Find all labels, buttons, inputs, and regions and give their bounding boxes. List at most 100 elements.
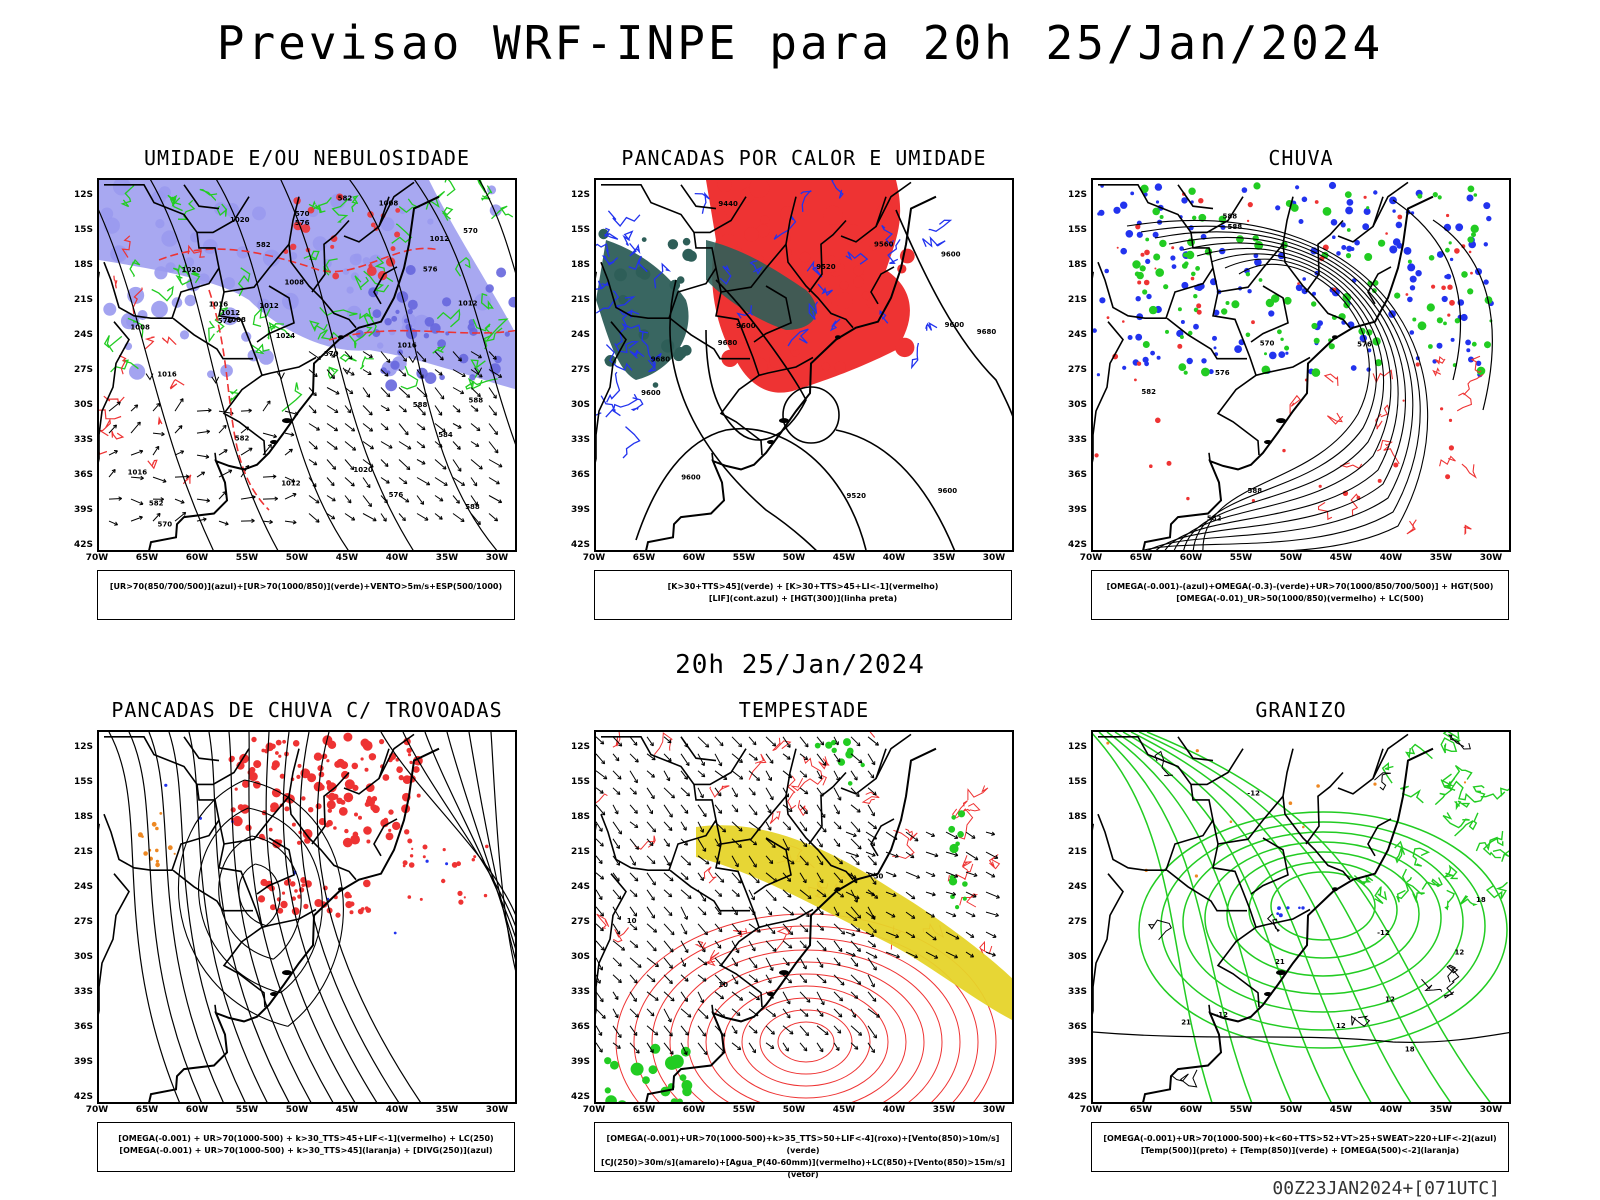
contour-value-label: 588 [1248,487,1263,495]
longitude-tick-label: 55W [1229,1105,1253,1115]
forecast-map [97,730,517,1104]
contour-value-label: 1020 [230,216,250,224]
latitude-tick-label: 33S [570,435,590,445]
latitude-tick-label: 42S [73,540,93,550]
latitude-tick-label: 39S [570,1057,590,1067]
latitude-tick-label: 30S [1067,400,1087,410]
latitude-tick-label: 15S [570,225,590,235]
longitude-tick-label: 35W [435,1105,459,1115]
longitude-tick-label: 35W [1429,553,1453,563]
latitude-tick-label: 39S [570,505,590,515]
contour-value-label: -12 [1247,789,1260,797]
latitude-tick-label: 30S [73,400,93,410]
latitude-tick-label: 27S [570,917,590,927]
longitude-tick-label: 50W [1279,1105,1303,1115]
longitude-tick-label: 40W [1379,553,1403,563]
latitude-tick-label: 36S [73,1022,93,1032]
forecast-map: 10 10 30 [594,730,1014,1104]
contour-value-label: 576 [423,266,438,274]
contour-value-label: 9600 [681,474,701,482]
panel-title: GRANIZO [1255,698,1347,722]
longitude-tick-label: 65W [135,553,159,563]
latitude-tick-label: 33S [1067,987,1087,997]
contour-value-label: 1020 [353,466,373,474]
legend-line: [K>30+TTS>45](verde) + [K>30+TTS>45+LI<-… [667,582,939,591]
panel-legend: [OMEGA(-0.001)-(azul)+OMEGA(-0.3)-(verde… [1091,570,1509,620]
contour-value-label: 582 [1207,514,1222,522]
longitude-tick-label: 55W [732,553,756,563]
latitude-tick-label: 18S [73,260,93,270]
longitude-tick-label: 35W [1429,1105,1453,1115]
legend-line: [Temp(500)](preto) + [Temp(850)](verde) … [1140,1146,1460,1155]
longitude-tick-label: 50W [285,1105,309,1115]
contour-value-label: 1008 [226,316,246,324]
contour-value-label: 18 [1476,896,1486,904]
latitude-tick-label: 12S [73,190,93,200]
contour-value-label: 570 [463,227,478,235]
latitude-tick-label: 15S [1067,225,1087,235]
map-canvas: -12 -12 -12 12 12 21 21 18 18 12 [1093,732,1509,1102]
contour-value-label: 9440 [718,200,738,208]
contour-value-label: 1008 [130,324,150,332]
panel-title: UMIDADE E/OU NEBULOSIDADE [143,146,471,170]
longitude-tick-label: 30W [982,1105,1006,1115]
contour-value-label: 1016 [209,301,229,309]
longitude-tick-label: 60W [682,1105,706,1115]
latitude-tick-label: 21S [73,295,93,305]
longitude-tick-label: 40W [882,1105,906,1115]
latitude-tick-label: 27S [73,917,93,927]
longitude-tick-label: 45W [335,553,359,563]
longitude-tick-label: 60W [1179,553,1203,563]
legend-line: [UR>70(850/700/500)](azul)+[UR>70(1000/8… [109,582,503,591]
contour-value-label: 1012 [221,309,241,317]
contour-value-label: 582 [149,500,164,508]
latitude-tick-label: 39S [1067,1057,1087,1067]
contour-value-label: 9680 [977,328,997,336]
map-canvas: 576 576 588 588 570 582 582 588 [1093,181,1494,550]
longitude-tick-label: 60W [185,1105,209,1115]
longitude-tick-label: 65W [1129,553,1153,563]
forecast-map: 9680 9680 9560 9600 9600 9520 9440 9600 9600 9520… [594,178,1014,552]
panel-legend: [K>30+TTS>45](verde) + [K>30+TTS>45+LI<-… [594,570,1012,620]
contour-value-label: 10 [718,981,728,989]
legend-line: [OMEGA(-0.001)-(azul)+OMEGA(-0.3)-(verde… [1106,582,1494,591]
longitude-tick-label: 45W [832,553,856,563]
panel-title: PANCADAS POR CALOR E UMIDADE [621,146,987,170]
contour-value-label: 582 [256,241,271,249]
longitude-tick-label: 65W [632,1105,656,1115]
longitude-tick-label: 30W [485,1105,509,1115]
contour-value-label: 588 [1228,223,1243,231]
contour-value-label: 9600 [938,487,958,495]
longitude-tick-label: 60W [682,553,706,563]
latitude-tick-label: 42S [73,1092,93,1102]
contour-value-label: 1016 [397,341,417,349]
longitude-tick-label: 70W [582,553,606,563]
latitude-tick-label: 18S [73,812,93,822]
main-title: Previsao WRF-INPE para 20h 25/Jan/2024 [216,16,1384,70]
latitude-tick-label: 18S [570,812,590,822]
longitude-tick-label: 50W [1279,553,1303,563]
contour-value-label: -12 [1215,1011,1228,1019]
latitude-tick-label: 36S [1067,470,1087,480]
longitude-tick-label: 35W [435,553,459,563]
latitude-tick-label: 33S [1067,435,1087,445]
longitude-tick-label: 70W [85,1105,109,1115]
latitude-tick-label: 30S [570,952,590,962]
longitude-tick-label: 65W [632,553,656,563]
latitude-tick-label: 15S [73,777,93,787]
map-canvas: 9680 9680 9560 9600 9600 9520 9440 9600 9600 9520… [596,180,1012,550]
longitude-tick-label: 45W [832,1105,856,1115]
legend-line: [OMEGA(-0.001) + UR>70(1000-500) + k>30_… [118,1134,494,1143]
latitude-tick-label: 21S [73,847,93,857]
latitude-tick-label: 36S [570,1022,590,1032]
longitude-tick-label: 30W [1479,1105,1503,1115]
latitude-tick-label: 18S [570,260,590,270]
latitude-tick-label: 33S [570,987,590,997]
contour-value-label: 1012 [259,302,279,310]
panel-legend: [UR>70(850/700/500)](azul)+[UR>70(1000/8… [97,570,515,620]
latitude-tick-label: 42S [1067,540,1087,550]
latitude-tick-label: 33S [73,435,93,445]
contour-value-label: 1008 [285,278,305,286]
latitude-tick-label: 24S [1067,330,1087,340]
longitude-tick-label: 55W [235,553,259,563]
